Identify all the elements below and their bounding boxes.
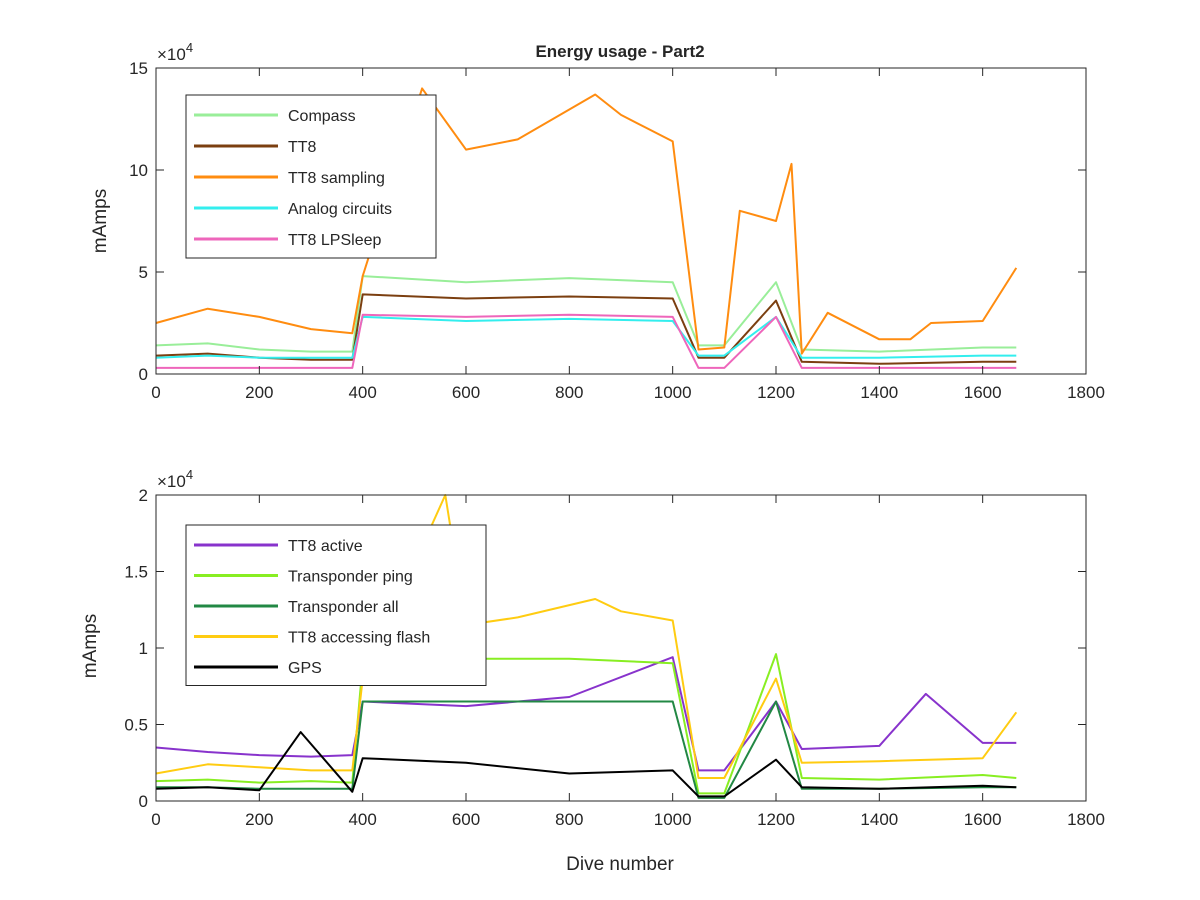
x-tick-label: 200 [245, 383, 273, 402]
y-axis-label: mAmps [90, 189, 111, 253]
x-tick-label: 1400 [860, 383, 898, 402]
x-tick-label: 800 [555, 810, 583, 829]
legend-item: Transponder ping [194, 569, 413, 586]
x-tick-label: 800 [555, 383, 583, 402]
legend-label: TT8 active [288, 538, 363, 555]
x-tick-label: 1800 [1067, 383, 1105, 402]
x-tick-label: 600 [452, 383, 480, 402]
series-line-gps [155, 731, 1017, 798]
legend-label: Transponder all [288, 599, 399, 616]
x-tick-label: 600 [452, 810, 480, 829]
legend-item: TT8 LPSleep [194, 232, 381, 249]
legend-label: Transponder ping [288, 569, 413, 586]
chart-title: Energy usage - Part2 [535, 42, 704, 61]
series-line-analog-circuits [155, 315, 1017, 359]
y-exponent-label: ×104 [157, 467, 193, 491]
series-line-tt8-active [155, 656, 1017, 772]
legend-label: TT8 [288, 139, 317, 156]
x-axis-label: Dive number [566, 854, 674, 875]
x-tick-label: 1000 [654, 383, 692, 402]
legend-item: TT8 accessing flash [194, 630, 430, 647]
legend-label: Compass [288, 108, 356, 125]
y-tick-label: 1 [139, 639, 148, 658]
x-tick-label: 1600 [964, 383, 1002, 402]
x-tick-label: 400 [348, 383, 376, 402]
x-tick-label: 400 [348, 810, 376, 829]
x-tick-label: 1200 [757, 810, 795, 829]
legend: Compass TT8 TT8 sampling Analog circuits TT8… [185, 94, 437, 259]
legend-item: GPS [194, 660, 322, 677]
series-lines [155, 87, 1018, 369]
legend-item: Analog circuits [194, 201, 392, 218]
x-tick-label: 1600 [964, 810, 1002, 829]
y-tick-label: 0.5 [124, 716, 148, 735]
y-tick-label: 5 [139, 263, 148, 282]
series-line-compass [155, 275, 1017, 353]
legend-item: TT8 active [194, 538, 363, 555]
legend-item: Transponder all [194, 599, 399, 616]
x-tick-label: 0 [151, 810, 160, 829]
x-tick-label: 1200 [757, 383, 795, 402]
legend-item: TT8 [194, 139, 317, 156]
y-exponent-label: ×104 [157, 40, 193, 64]
series-line-tt8-sampling [155, 87, 1018, 355]
y-tick-label: 15 [129, 59, 148, 78]
y-tick-label: 10 [129, 161, 148, 180]
legend-label: TT8 LPSleep [288, 232, 381, 249]
series-line-tt8-lpsleep [156, 313, 1017, 369]
plot-frame [155, 67, 1087, 375]
y-tick-label: 0 [139, 365, 148, 384]
x-tick-label: 1000 [654, 810, 692, 829]
y-tick-label: 0 [139, 792, 148, 811]
x-tick-label: 1400 [860, 810, 898, 829]
legend-item: TT8 sampling [194, 170, 385, 187]
y-tick-label: 1.5 [124, 563, 148, 582]
series-line-transponder-ping [155, 653, 1017, 795]
x-tick-label: 200 [245, 810, 273, 829]
series-line-tt8-accessing-flash [155, 494, 1018, 779]
y-axis-label: mAmps [80, 614, 101, 678]
legend-label: Analog circuits [288, 201, 392, 218]
legend-label: TT8 sampling [288, 170, 385, 187]
y-tick-label: 2 [139, 486, 148, 505]
x-tick-label: 0 [151, 383, 160, 402]
legend-label: TT8 accessing flash [288, 630, 430, 647]
legend-item: Compass [194, 108, 356, 125]
series-lines [155, 494, 1018, 799]
bottom-axes: Dive number mAmps ×104 0 200 400 600 800 1000… [80, 467, 1105, 875]
x-tick-label: 1800 [1067, 810, 1105, 829]
legend-label: GPS [288, 660, 322, 677]
top-axes: Energy usage - Part2 mAmps ×104 0 200 400 6… [90, 40, 1105, 402]
legend: TT8 active Transponder ping Transponder al… [185, 524, 487, 686]
